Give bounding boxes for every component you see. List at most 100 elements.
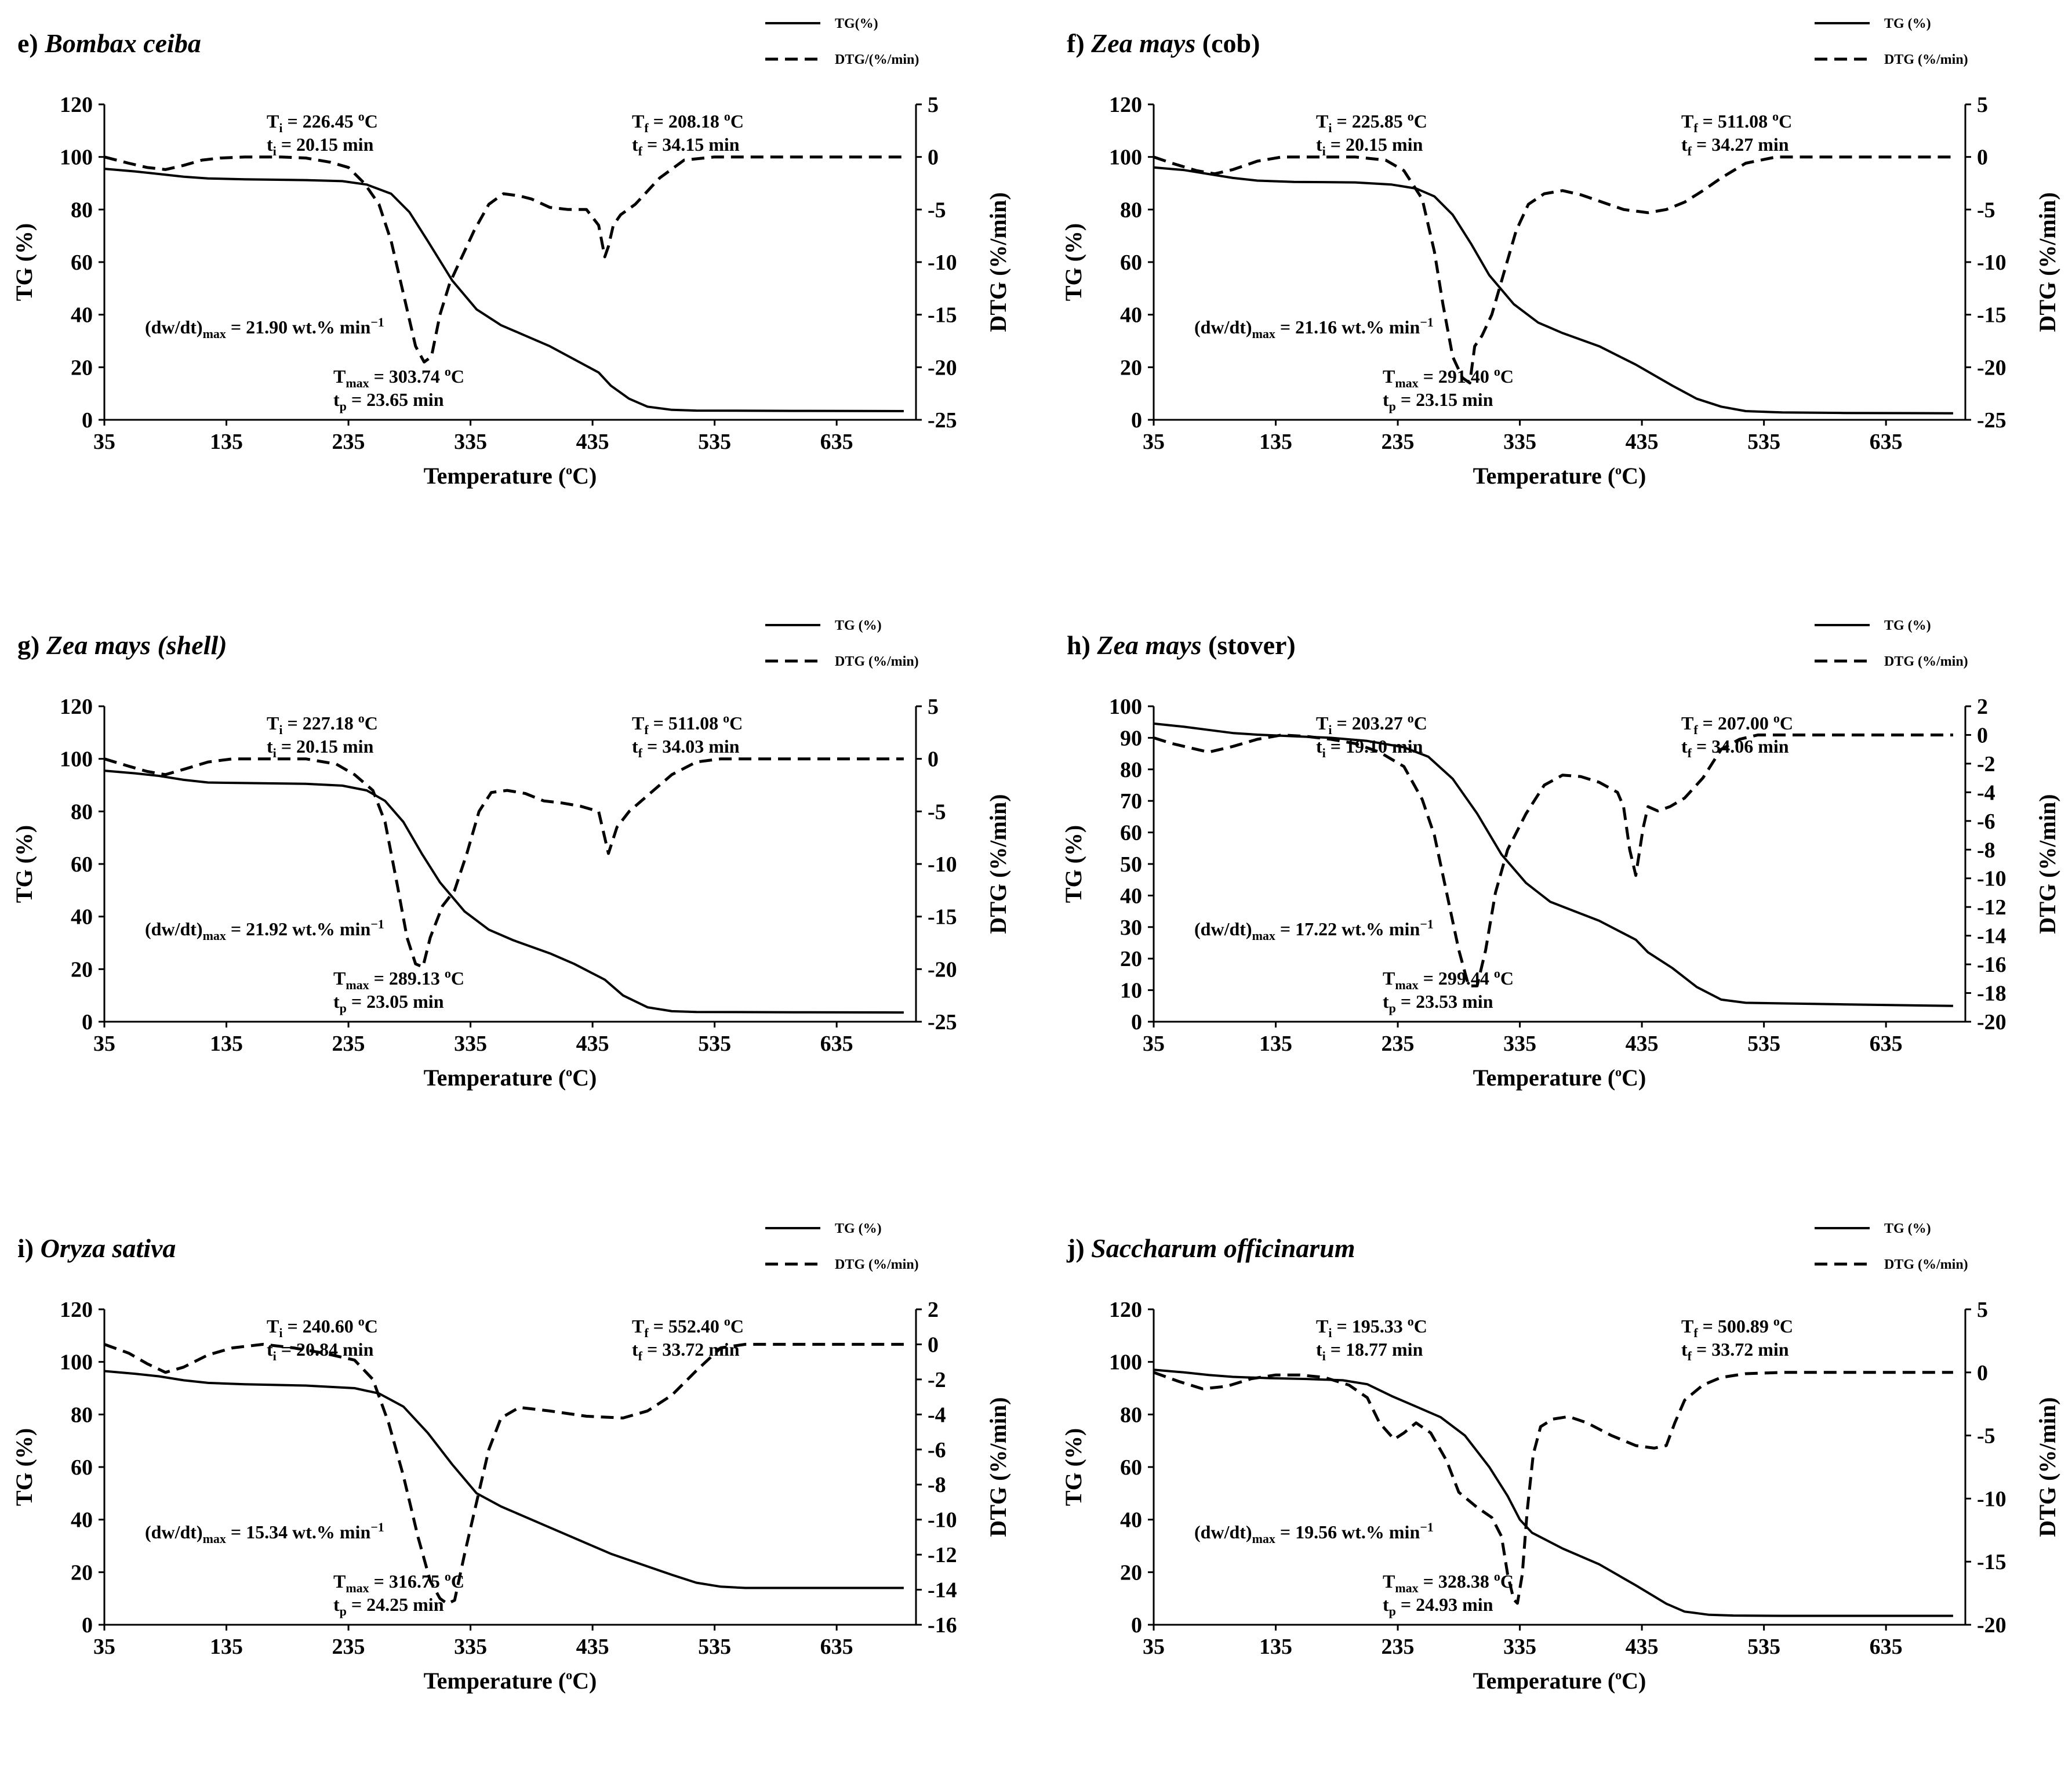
y-left-axis-title: TG (%)	[1060, 1428, 1086, 1506]
annotation-dwdt-max: (dw/dt)max = 21.92 wt.% min−1	[145, 917, 384, 943]
annotation-tp: tp = 23.15 min	[1383, 389, 1493, 413]
x-tick-label: 535	[1747, 1032, 1780, 1056]
y-right-tick-label: 0	[1977, 723, 1988, 747]
y-right-tick-label: -10	[1977, 867, 2006, 891]
annotation-dwdt-max: (dw/dt)max = 19.56 wt.% min−1	[1194, 1520, 1434, 1546]
y-right-tick-label: -10	[928, 1508, 957, 1533]
x-tick-label: 335	[454, 1635, 487, 1659]
legend-tg-label: TG (%)	[835, 618, 882, 633]
y-right-tick-label: -4	[1977, 780, 1995, 805]
y-left-tick-label: 40	[1120, 884, 1142, 908]
y-right-tick-label: -8	[928, 1473, 946, 1497]
dtg-series-line	[1153, 1371, 1953, 1605]
tg-series-line	[1153, 1368, 1953, 1617]
x-tick-label: 435	[576, 1032, 609, 1056]
x-tick-label: 535	[698, 1032, 731, 1056]
y-left-tick-label: 0	[1131, 1613, 1142, 1638]
y-left-tick-label: 0	[82, 1613, 93, 1638]
annotation-dwdt-max: (dw/dt)max = 17.22 wt.% min−1	[1194, 917, 1434, 943]
x-tick-label: 235	[1382, 430, 1415, 454]
y-left-tick-label: 70	[1120, 789, 1142, 814]
x-tick-label: 435	[1626, 430, 1659, 454]
annotation-tmax: Tmax = 328.38 oC	[1383, 1569, 1514, 1595]
y-left-tick-label: 60	[71, 250, 93, 275]
y-right-tick-label: -2	[928, 1368, 946, 1392]
legend-tg-label: TG (%)	[1884, 1221, 1931, 1236]
y-left-tick-label: 20	[1120, 947, 1142, 971]
y-left-tick-label: 50	[1120, 852, 1142, 877]
panel-title: h) Zea mays (stover)	[1067, 630, 1296, 660]
y-right-tick-label: -14	[1977, 924, 2006, 949]
x-tick-label: 635	[820, 1635, 853, 1659]
chart-panel-0: e) Bombax ceiba TG(%) DTG/(%/min) 35 135 235 3…	[11, 16, 1011, 489]
y-right-tick-label: -5	[928, 198, 946, 222]
x-tick-label: 235	[332, 430, 365, 454]
y-right-tick-label: -20	[928, 957, 957, 982]
y-right-tick-label: -15	[928, 905, 957, 930]
y-right-tick-label: -16	[1977, 953, 2006, 977]
annotation-tp: tp = 23.65 min	[333, 389, 444, 413]
y-left-tick-label: 60	[1120, 1455, 1142, 1480]
y-left-tick-label: 100	[60, 747, 93, 772]
annotation-ti-temp: Ti = 203.27 oC	[1316, 711, 1427, 737]
x-tick-label: 35	[93, 1032, 115, 1056]
y-right-tick-label: -5	[1977, 198, 1995, 222]
chart-panel-4: i) Oryza sativa TG (%) DTG (%/min) 35 135 235…	[11, 1221, 1011, 1694]
x-tick-label: 135	[210, 1032, 243, 1056]
y-left-tick-label: 80	[71, 800, 93, 824]
legend-tg-label: TG (%)	[1884, 618, 1931, 633]
y-right-tick-label: -12	[928, 1543, 957, 1567]
x-tick-label: 135	[210, 1635, 243, 1659]
y-right-tick-label: -5	[928, 800, 946, 824]
annotation-tf-time: tf = 34.15 min	[632, 134, 740, 158]
x-tick-label: 35	[93, 430, 115, 454]
y-right-tick-label: -15	[1977, 1550, 2006, 1574]
annotation-tf-time: tf = 34.27 min	[1681, 134, 1789, 158]
x-axis-title: Temperature (oC)	[1473, 1065, 1646, 1091]
x-tick-label: 635	[1870, 1635, 1903, 1659]
annotation-ti-time: ti = 20.15 min	[267, 134, 374, 158]
y-left-axis-title: TG (%)	[11, 223, 37, 301]
annotation-ti-temp: Ti = 240.60 oC	[267, 1314, 378, 1340]
y-right-tick-label: -20	[1977, 1613, 2006, 1638]
y-left-tick-label: 90	[1120, 726, 1142, 750]
x-tick-label: 235	[332, 1032, 365, 1056]
annotation-tf-time: tf = 34.03 min	[632, 736, 740, 760]
y-right-tick-label: -25	[928, 1010, 957, 1034]
y-right-tick-label: -6	[928, 1438, 946, 1462]
y-right-axis-title: DTG (%/min)	[985, 192, 1011, 332]
panel-title: g) Zea mays (shell)	[17, 630, 227, 660]
y-left-tick-label: 120	[1109, 93, 1142, 117]
y-left-tick-label: 80	[1120, 1403, 1142, 1427]
y-right-tick-label: -10	[928, 250, 957, 275]
annotation-tmax: Tmax = 303.74 oC	[333, 364, 464, 390]
x-tick-label: 435	[1626, 1635, 1659, 1659]
annotation-dwdt-max: (dw/dt)max = 21.16 wt.% min−1	[1194, 315, 1434, 341]
annotation-dwdt-max: (dw/dt)max = 21.90 wt.% min−1	[145, 315, 384, 341]
dtg-series-line	[104, 757, 904, 969]
annotation-tmax: Tmax = 289.13 oC	[333, 966, 464, 992]
legend-dtg-label: DTG/(%/min)	[835, 52, 919, 67]
y-right-axis-title: DTG (%/min)	[2034, 192, 2060, 332]
annotation-tf-temp: Tf = 208.18 oC	[632, 109, 744, 135]
y-right-tick-label: -12	[1977, 895, 2006, 920]
y-right-tick-label: 0	[1977, 146, 1988, 170]
chart-panel-1: f) Zea mays (cob) TG (%) DTG (%/min) 35 135 2…	[1060, 16, 2060, 489]
y-left-tick-label: 20	[1120, 1560, 1142, 1585]
annotation-ti-time: ti = 18.77 min	[1316, 1339, 1423, 1363]
annotation-tf-temp: Tf = 500.89 oC	[1681, 1314, 1793, 1340]
y-left-tick-label: 120	[60, 695, 93, 719]
y-left-tick-label: 100	[1109, 1350, 1142, 1375]
y-right-tick-label: 5	[928, 695, 939, 719]
y-right-tick-label: 0	[1977, 1361, 1988, 1385]
legend-tg-label: TG (%)	[835, 1221, 882, 1236]
y-right-tick-label: 2	[928, 1298, 939, 1322]
y-right-tick-label: 0	[928, 747, 939, 772]
legend-tg-label: TG(%)	[835, 16, 878, 31]
y-right-tick-label: 2	[1977, 695, 1988, 719]
annotation-ti-time: ti = 20.15 min	[267, 736, 374, 760]
y-right-tick-label: -4	[928, 1403, 946, 1427]
annotation-tp: tp = 23.05 min	[333, 991, 444, 1015]
x-tick-label: 235	[332, 1635, 365, 1659]
x-tick-label: 235	[1382, 1032, 1415, 1056]
